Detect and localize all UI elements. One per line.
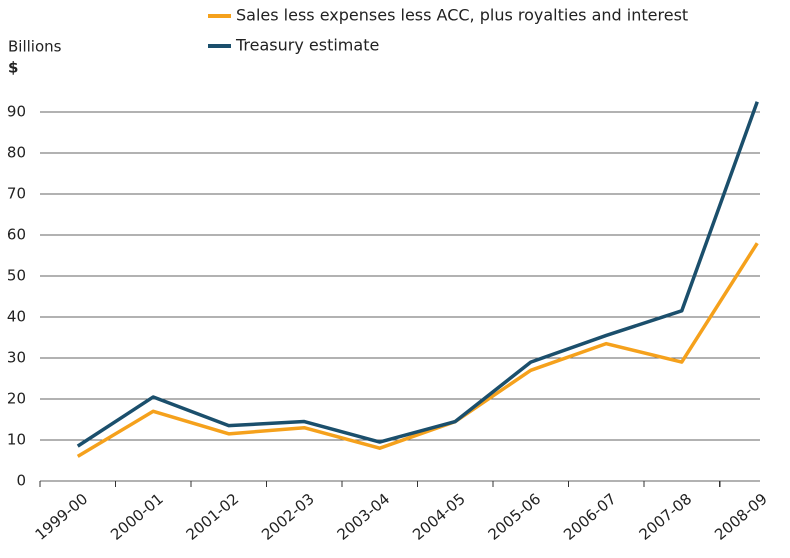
y-tick-label: 0 — [16, 472, 26, 490]
y-tick-label: 70 — [7, 185, 26, 203]
y-tick-label: 20 — [7, 390, 26, 408]
y-tick-label: 60 — [7, 226, 26, 244]
y-tick-label: 30 — [7, 349, 26, 367]
y-tick-label: 10 — [7, 431, 26, 449]
x-tick-label: 2001-02 — [183, 490, 243, 544]
x-tick-label: 2003-04 — [334, 490, 394, 544]
x-tick-label: 2000-01 — [107, 490, 167, 544]
legend-label: Sales less expenses less ACC, plus royal… — [236, 6, 688, 25]
x-tick-label: 2006-07 — [560, 490, 620, 544]
legend-label: Treasury estimate — [235, 36, 379, 55]
y-tick-label: 90 — [7, 103, 26, 121]
x-tick-label: 2002-03 — [258, 490, 318, 544]
x-tick-label: 2007-08 — [636, 490, 696, 544]
x-tick-label: 2004-05 — [409, 490, 469, 544]
y-axis-label: Billions — [8, 38, 62, 56]
series-line — [76, 101, 759, 448]
x-tick-label: 2005-06 — [485, 490, 545, 544]
x-tick-label: 1999-00 — [32, 490, 92, 544]
y-tick-label: 80 — [7, 144, 26, 162]
y-tick-label: 50 — [7, 267, 26, 285]
y-axis-unit: $ — [8, 59, 18, 77]
x-tick-label: 2008-09 — [711, 490, 771, 544]
series-line — [76, 242, 759, 458]
y-tick-label: 40 — [7, 308, 26, 326]
